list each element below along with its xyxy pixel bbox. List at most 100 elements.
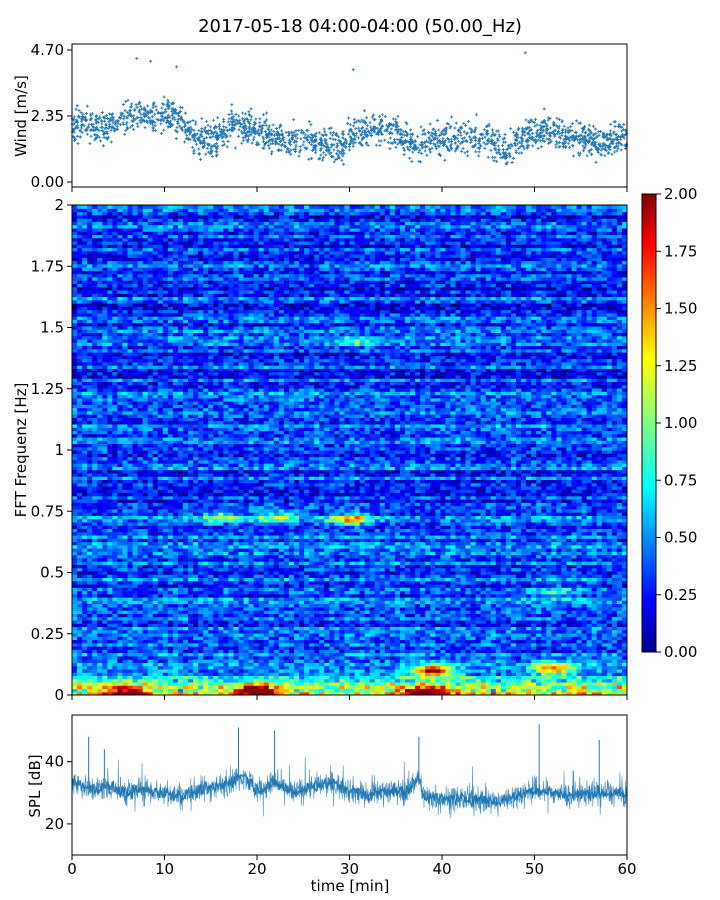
spectrogram-cell (601, 685, 608, 690)
spectrogram-cell (571, 665, 578, 670)
spectrogram-cell (162, 672, 169, 676)
spectrogram-cell (223, 678, 230, 683)
spectrogram-cell (576, 685, 583, 690)
wind-point (503, 140, 507, 144)
spectrogram-cell (621, 691, 627, 695)
spectrogram-cell (268, 681, 275, 686)
spectrogram-cell (334, 688, 341, 693)
spectrogram-cell (556, 688, 563, 693)
wind-point (371, 113, 375, 117)
spectrogram-cell (319, 681, 325, 686)
wind-point (443, 133, 447, 137)
wind-point (191, 145, 195, 149)
spectrogram-cell (480, 665, 487, 670)
spectrogram-cell (399, 675, 406, 680)
spectrogram-cell (374, 681, 381, 686)
spectrogram-cell (132, 665, 139, 670)
wind-point (459, 133, 463, 137)
wind-point (247, 110, 251, 114)
wind-point (124, 128, 128, 132)
spectrogram-cell (475, 672, 482, 676)
wind-point (220, 133, 224, 137)
spectrogram-cell (480, 688, 487, 693)
spectrogram-cell (112, 662, 119, 667)
spectrogram-cell (470, 678, 477, 683)
wind-point (197, 129, 201, 133)
wind-point (233, 146, 237, 150)
wind-point (257, 128, 261, 132)
spectrogram-cell (177, 675, 184, 680)
spectrogram-cell (87, 672, 93, 676)
wind-point (351, 144, 355, 148)
wind-point (389, 122, 393, 126)
spectrogram-cell (420, 675, 426, 680)
spectrogram-cell (127, 672, 134, 676)
spectrogram-cell (430, 672, 436, 676)
wind-point (350, 138, 354, 142)
wind-point (619, 138, 623, 142)
spectrogram-cell (324, 685, 330, 690)
spectrogram-cell (228, 685, 235, 690)
spectrogram-cell (541, 688, 547, 693)
wind-point (243, 135, 247, 139)
wind-point (183, 121, 187, 125)
spectrogram-cell (394, 691, 401, 695)
spectrogram-cell (314, 678, 320, 683)
wind-point (329, 126, 333, 130)
spectrogram-cell (72, 662, 78, 667)
spectrogram-cell (117, 681, 124, 686)
spectrogram-cell (430, 681, 436, 686)
spectrogram-cell (278, 681, 285, 686)
spectrogram-cell (430, 665, 436, 670)
spectrogram-cell (384, 691, 391, 695)
spectrogram-cell (425, 665, 431, 670)
wind-point (325, 148, 329, 152)
spectrogram-cell (72, 685, 78, 690)
spectrogram-cell (142, 678, 149, 683)
spectrogram-cell (203, 672, 209, 676)
wind-point (143, 108, 147, 112)
spectrogram-cell (415, 688, 421, 693)
spectrogram-cell (601, 681, 608, 686)
spectrogram-cell (500, 665, 507, 670)
spectrogram-cell (531, 685, 537, 690)
wind-point (587, 129, 591, 133)
wind-point (477, 154, 481, 158)
wind-point (534, 131, 538, 135)
spectrogram-cell (258, 685, 265, 690)
spectrogram-cell (546, 691, 552, 695)
wind-point (388, 132, 392, 136)
spectrogram-cell (606, 685, 613, 690)
spectrogram-cell (576, 691, 583, 695)
spectrogram-cell (263, 691, 270, 695)
spectrogram-cell (384, 672, 391, 676)
spectrogram-cell (505, 665, 512, 670)
spectrogram-cell (389, 668, 396, 673)
spectrogram-cell (77, 688, 83, 693)
spectrogram-cell (430, 678, 436, 683)
wind-point (360, 130, 364, 134)
spectrogram-cell (208, 691, 214, 695)
spectrogram-cell (359, 688, 366, 693)
spectrogram-cell (374, 665, 381, 670)
wind-point (299, 137, 303, 141)
wind-point (418, 148, 422, 152)
wind-point (283, 141, 287, 145)
wind-point (154, 108, 158, 112)
wind-point (435, 118, 439, 122)
spectrogram-cell (253, 678, 260, 683)
spectrogram-cell (586, 688, 593, 693)
spectrogram-cell (299, 668, 305, 673)
wind-point (255, 140, 259, 144)
wind-point (151, 129, 155, 133)
wind-point (419, 160, 423, 164)
wind-point (323, 138, 327, 142)
wind-point (620, 129, 624, 133)
spectrogram-cell (142, 665, 149, 670)
spectrogram-cell (102, 678, 108, 683)
spectrogram-cell (92, 691, 98, 695)
wind-point (138, 100, 142, 104)
wind-point (272, 129, 276, 133)
wind-point (246, 120, 250, 124)
spectrogram-cell (500, 688, 507, 693)
